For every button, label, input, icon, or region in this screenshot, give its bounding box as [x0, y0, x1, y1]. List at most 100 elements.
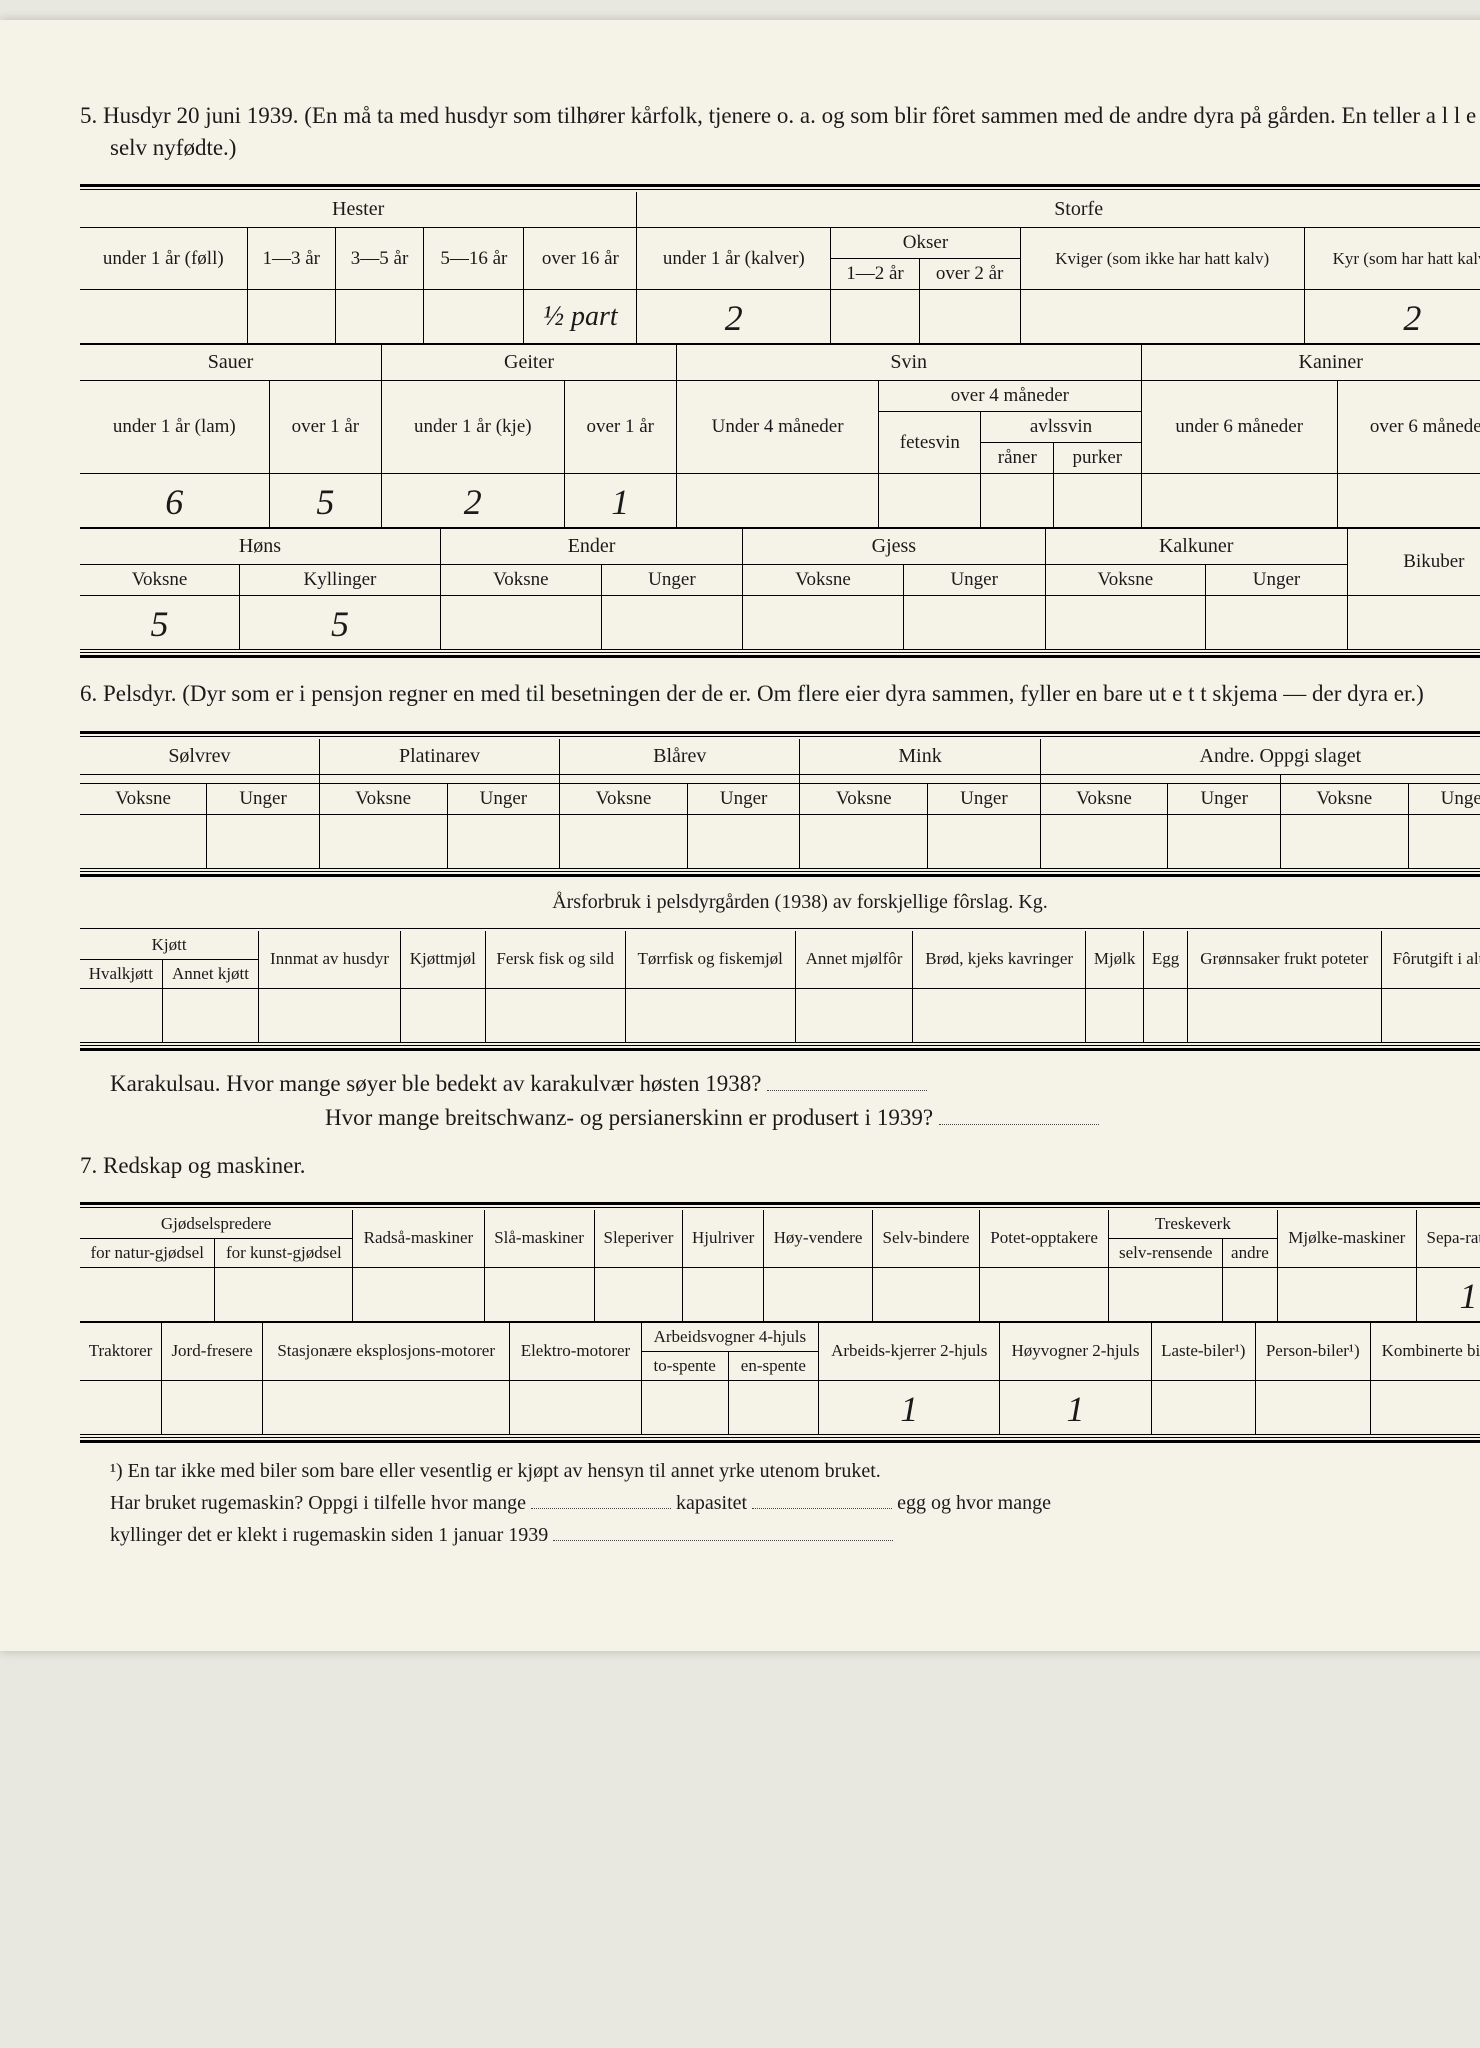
- cell[interactable]: 2: [382, 474, 564, 528]
- blank: [560, 774, 800, 783]
- cell[interactable]: [1206, 596, 1348, 650]
- cell[interactable]: [903, 596, 1045, 650]
- blank: [80, 774, 319, 783]
- cell[interactable]: [641, 1380, 728, 1434]
- cell[interactable]: [510, 1380, 641, 1434]
- cell[interactable]: [764, 1267, 873, 1321]
- cell[interactable]: 1: [1416, 1267, 1480, 1321]
- cell[interactable]: [879, 474, 981, 528]
- cell[interactable]: [676, 474, 878, 528]
- cell[interactable]: [447, 814, 560, 868]
- cell[interactable]: [913, 988, 1085, 1042]
- cell[interactable]: [1223, 1267, 1277, 1321]
- cell[interactable]: [80, 988, 162, 1042]
- cell[interactable]: [795, 988, 913, 1042]
- cell[interactable]: 2: [1304, 290, 1480, 344]
- cell[interactable]: [1255, 1380, 1370, 1434]
- radsa: Radså-maskiner: [353, 1210, 484, 1268]
- cell[interactable]: [424, 290, 524, 344]
- karakul-input1[interactable]: [767, 1090, 927, 1091]
- cell[interactable]: [873, 1267, 980, 1321]
- cell[interactable]: 1: [564, 474, 676, 528]
- cell[interactable]: [80, 814, 207, 868]
- cell[interactable]: [1337, 474, 1480, 528]
- cell[interactable]: [1381, 988, 1480, 1042]
- cell[interactable]: [80, 1267, 215, 1321]
- innmat: Innmat av husdyr: [259, 931, 401, 989]
- cell[interactable]: [601, 596, 743, 650]
- cell[interactable]: [353, 1267, 484, 1321]
- cell[interactable]: [979, 1267, 1108, 1321]
- cell[interactable]: [1187, 988, 1381, 1042]
- cell[interactable]: [981, 474, 1054, 528]
- cell[interactable]: [319, 814, 447, 868]
- platinarev: Platinarev: [319, 739, 559, 775]
- cell[interactable]: [1151, 1380, 1255, 1434]
- hoyvogner: Høyvogner 2-hjuls: [1000, 1322, 1151, 1380]
- cell[interactable]: 5: [269, 474, 381, 528]
- treskeverk: Treskeverk: [1109, 1210, 1277, 1239]
- cell[interactable]: [80, 290, 247, 344]
- poultry-table: Høns Ender Gjess Kalkuner Bikuber Voksne…: [80, 528, 1480, 650]
- annetkjott: Annet kjøtt: [162, 959, 258, 988]
- cell[interactable]: [485, 988, 625, 1042]
- cell[interactable]: [743, 596, 904, 650]
- cell[interactable]: [687, 814, 800, 868]
- cell[interactable]: [1277, 1267, 1416, 1321]
- cell[interactable]: [928, 814, 1041, 868]
- cell[interactable]: [800, 814, 928, 868]
- divider: [80, 1048, 1480, 1051]
- cell[interactable]: [625, 988, 795, 1042]
- stasjon: Stasjonære eksplosjons-motorer: [263, 1322, 510, 1380]
- cell[interactable]: [207, 814, 320, 868]
- elektro: Elektro-motorer: [510, 1322, 641, 1380]
- cell[interactable]: [335, 290, 423, 344]
- cell[interactable]: [1020, 290, 1304, 344]
- cell[interactable]: [683, 1267, 764, 1321]
- cell[interactable]: [1370, 1380, 1480, 1434]
- cell[interactable]: [215, 1267, 353, 1321]
- rugemaskin-input1[interactable]: [531, 1508, 671, 1509]
- cell[interactable]: [1280, 814, 1408, 868]
- cell[interactable]: 6: [80, 474, 269, 528]
- blank[interactable]: [1040, 774, 1280, 783]
- cell[interactable]: 1: [819, 1380, 1000, 1434]
- cell[interactable]: [259, 988, 401, 1042]
- cell[interactable]: [440, 596, 601, 650]
- cell[interactable]: [247, 290, 335, 344]
- cell[interactable]: [162, 1380, 263, 1434]
- rugemaskin-line1: Har bruket rugemaskin? Oppgi i tilfelle …: [80, 1487, 1480, 1519]
- cell[interactable]: ½ part: [524, 290, 637, 344]
- cell[interactable]: [400, 988, 485, 1042]
- cell[interactable]: [263, 1380, 510, 1434]
- cell[interactable]: [919, 290, 1020, 344]
- cell[interactable]: [1141, 474, 1337, 528]
- blank[interactable]: [1280, 774, 1480, 783]
- cell[interactable]: [1045, 596, 1206, 650]
- andre: Andre. Oppgi slaget: [1040, 739, 1480, 775]
- cell[interactable]: [1109, 1267, 1223, 1321]
- karakul-input2[interactable]: [939, 1124, 1099, 1125]
- cell[interactable]: [1144, 988, 1187, 1042]
- rugemaskin-input3[interactable]: [553, 1540, 893, 1541]
- rugemaskin-line2: kyllinger det er klekt i rugemaskin side…: [80, 1519, 1480, 1551]
- cell[interactable]: [162, 988, 258, 1042]
- cell[interactable]: 2: [637, 290, 831, 344]
- cell[interactable]: [1408, 814, 1480, 868]
- cell[interactable]: [560, 814, 688, 868]
- cell[interactable]: [1168, 814, 1281, 868]
- sauer-col: under 1 år (lam): [80, 381, 269, 474]
- rugemaskin-input2[interactable]: [752, 1508, 892, 1509]
- cell[interactable]: [484, 1267, 594, 1321]
- cell[interactable]: 5: [239, 596, 440, 650]
- cell[interactable]: [1347, 596, 1480, 650]
- cell[interactable]: [594, 1267, 683, 1321]
- cell[interactable]: [80, 1380, 162, 1434]
- cell[interactable]: 5: [80, 596, 239, 650]
- cell[interactable]: [831, 290, 919, 344]
- cell[interactable]: [1040, 814, 1168, 868]
- cell[interactable]: [1054, 474, 1141, 528]
- cell[interactable]: [1085, 988, 1144, 1042]
- cell[interactable]: 1: [1000, 1380, 1151, 1434]
- cell[interactable]: [728, 1380, 818, 1434]
